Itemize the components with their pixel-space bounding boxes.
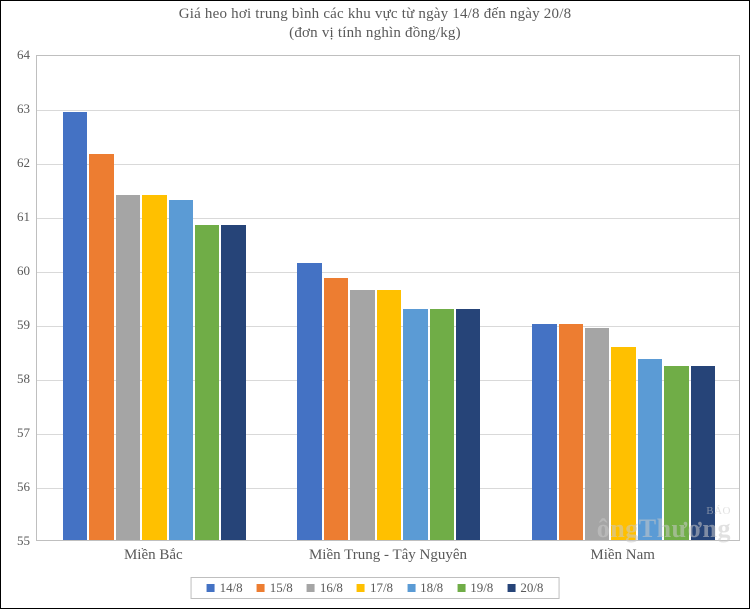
bar — [611, 347, 635, 540]
chart-title-line1: Giá heo hơi trung bình các khu vực từ ng… — [1, 5, 749, 24]
legend-swatch — [407, 584, 415, 592]
bar — [350, 290, 374, 540]
y-tick-label: 57 — [1, 425, 30, 441]
bar — [195, 225, 219, 540]
legend-swatch — [357, 584, 365, 592]
chart-frame: Giá heo hơi trung bình các khu vực từ ng… — [0, 0, 750, 609]
bar — [585, 328, 609, 540]
legend-swatch — [257, 584, 265, 592]
bar-group — [63, 56, 246, 540]
legend-swatch — [457, 584, 465, 592]
chart-title-line2: (đơn vị tính nghìn đồng/kg) — [1, 24, 749, 43]
bar — [169, 200, 193, 540]
plot-area — [36, 55, 740, 541]
legend-label: 15/8 — [270, 580, 293, 596]
bar — [142, 195, 166, 540]
x-category-label: Miền Bắc — [124, 547, 183, 564]
legend-label: 14/8 — [220, 580, 243, 596]
legend-label: 19/8 — [470, 580, 493, 596]
legend-label: 17/8 — [370, 580, 393, 596]
bar — [691, 366, 715, 540]
bar — [430, 309, 454, 540]
legend-swatch — [307, 584, 315, 592]
legend-label: 20/8 — [520, 580, 543, 596]
x-category-label: Miền Trung - Tây Nguyên — [309, 547, 467, 564]
y-tick-label: 60 — [1, 263, 30, 279]
legend-item: 19/8 — [457, 580, 493, 596]
bar-group — [297, 56, 480, 540]
y-tick-label: 56 — [1, 479, 30, 495]
legend-swatch — [207, 584, 215, 592]
legend-item: 20/8 — [507, 580, 543, 596]
bar — [456, 309, 480, 540]
legend-label: 16/8 — [320, 580, 343, 596]
legend-swatch — [507, 584, 515, 592]
bar — [116, 195, 140, 540]
y-tick-label: 55 — [1, 533, 30, 549]
y-tick-label: 62 — [1, 155, 30, 171]
bar — [403, 309, 427, 540]
legend: 14/8 15/8 16/8 17/8 18/8 19/8 20/8 — [191, 577, 560, 599]
bar — [297, 263, 321, 540]
legend-label: 18/8 — [420, 580, 443, 596]
chart-title: Giá heo hơi trung bình các khu vực từ ng… — [1, 5, 749, 43]
y-tick-label: 59 — [1, 317, 30, 333]
y-tick-label: 63 — [1, 101, 30, 117]
legend-item: 14/8 — [207, 580, 243, 596]
legend-item: 17/8 — [357, 580, 393, 596]
y-tick-label: 58 — [1, 371, 30, 387]
legend-item: 18/8 — [407, 580, 443, 596]
bar — [377, 290, 401, 540]
bar — [63, 112, 87, 540]
legend-item: 16/8 — [307, 580, 343, 596]
bar — [559, 324, 583, 540]
bar — [89, 154, 113, 540]
y-tick-label: 64 — [1, 47, 30, 63]
bar — [532, 324, 556, 540]
bar — [664, 366, 688, 540]
bar — [324, 278, 348, 540]
y-tick-label: 61 — [1, 209, 30, 225]
bar-group — [532, 56, 715, 540]
legend-item: 15/8 — [257, 580, 293, 596]
x-category-label: Miền Nam — [590, 547, 655, 564]
bar — [638, 359, 662, 540]
bar — [221, 225, 245, 540]
